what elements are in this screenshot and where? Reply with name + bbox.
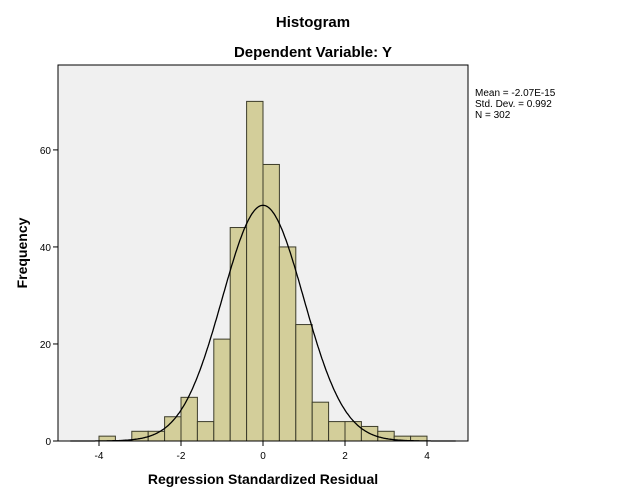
histogram-bar xyxy=(311,401,330,442)
chart-title: Histogram xyxy=(276,14,350,31)
x-axis-label: Regression Standardized Residual xyxy=(148,471,378,487)
x-tick-label: 4 xyxy=(424,451,430,462)
y-tick-label: 20 xyxy=(40,340,52,351)
y-tick-label: 40 xyxy=(40,243,52,254)
histogram-bar xyxy=(344,421,362,442)
x-tick-label: 0 xyxy=(260,451,266,462)
histogram-bar xyxy=(229,227,248,442)
y-tick-label: 60 xyxy=(40,146,52,157)
y-tick-label: 0 xyxy=(45,437,51,448)
histogram-bar xyxy=(246,100,264,442)
stat-std-dev: Std. Dev. = 0.992 xyxy=(475,99,552,110)
histogram-bar xyxy=(295,324,313,442)
histogram-bar xyxy=(196,421,215,442)
stat-n: N = 302 xyxy=(475,110,511,121)
histogram-bar xyxy=(213,338,231,442)
x-tick-label: -2 xyxy=(177,451,186,462)
histogram-bar xyxy=(328,421,346,442)
x-tick-label: 2 xyxy=(342,451,348,462)
histogram-bar xyxy=(278,246,297,442)
y-axis-label: Frequency xyxy=(14,217,30,288)
x-tick-label: -4 xyxy=(95,451,104,462)
histogram-bar xyxy=(180,396,198,442)
stat-mean: Mean = -2.07E-15 xyxy=(475,88,556,99)
chart-subtitle: Dependent Variable: Y xyxy=(234,44,392,61)
normal-curve xyxy=(70,204,456,442)
